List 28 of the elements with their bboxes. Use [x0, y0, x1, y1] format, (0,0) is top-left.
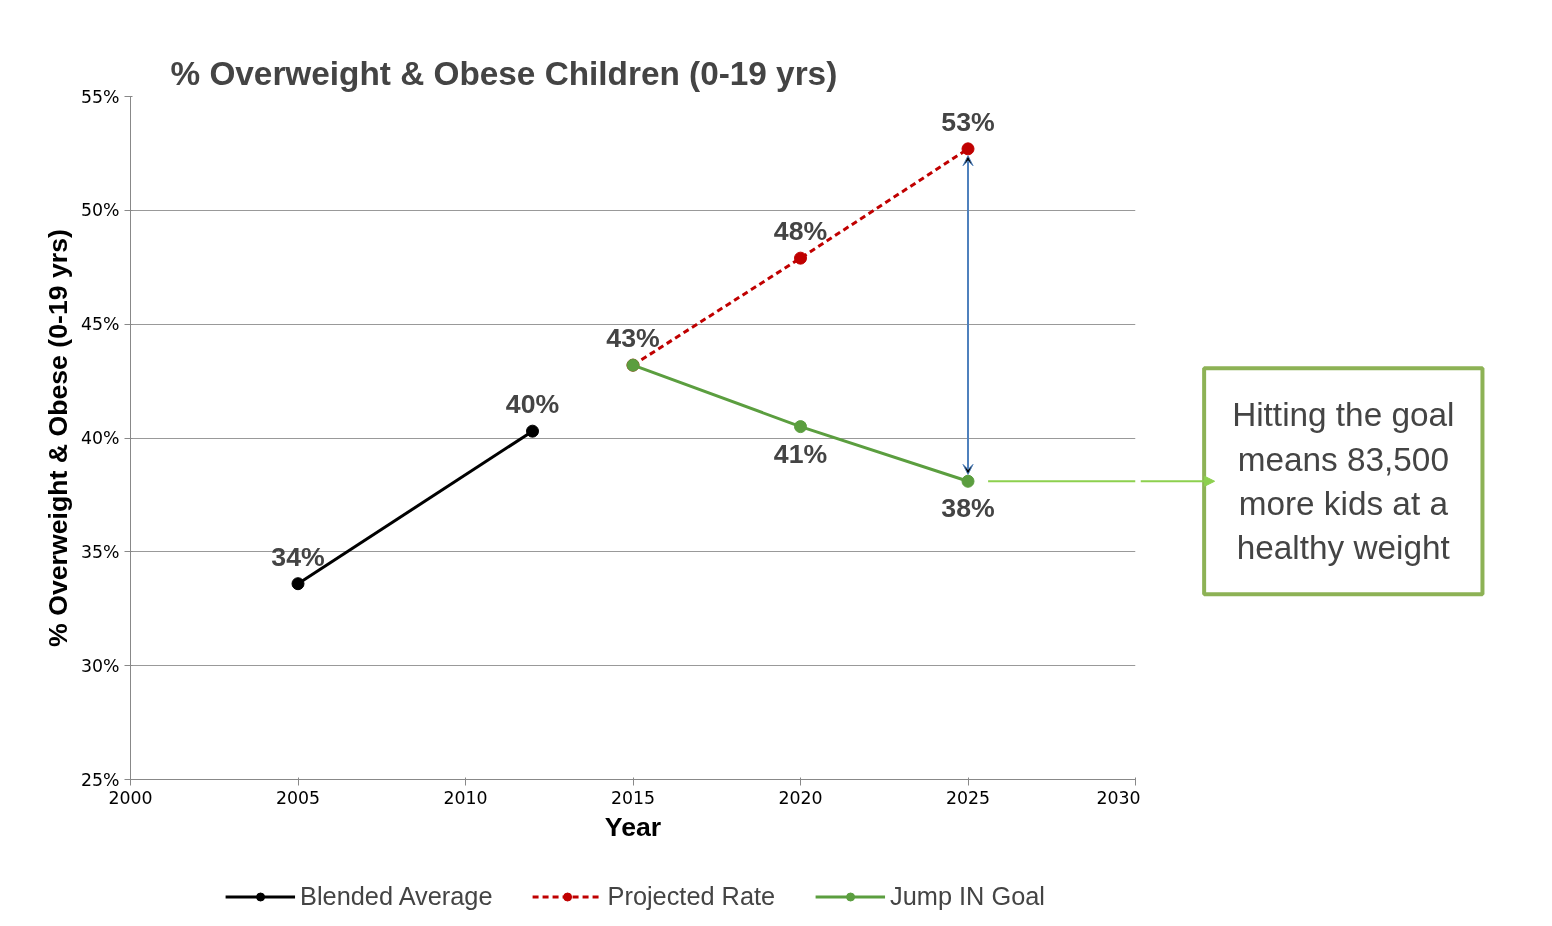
x-tick-label: 2010	[443, 787, 488, 808]
data-label: 48%	[773, 216, 828, 247]
legend-label: Blended Average	[300, 881, 493, 911]
y-tick-label: 35%	[80, 541, 120, 562]
data-label: 43%	[606, 323, 660, 354]
x-tick-label: 2000	[108, 787, 153, 808]
text: Hitting the goal means 83,500 more kids at a healthy weight	[1232, 396, 1455, 567]
y-tick-label: 45%	[80, 314, 120, 335]
data-label: 53%	[941, 106, 995, 137]
x-tick-label: 2005	[275, 787, 321, 808]
data-label: 41%	[773, 438, 828, 469]
y-tick-label: 50%	[80, 200, 120, 221]
x-tick-label: 2025	[945, 787, 991, 808]
x-tick-label: 2020	[778, 787, 823, 808]
y-tick-label: 40%	[80, 428, 120, 448]
x-tick-label: 2030	[1096, 787, 1141, 808]
data-label: 34%	[271, 541, 325, 572]
data-label: 40%	[505, 389, 560, 420]
legend-label: Projected Rate	[607, 881, 776, 911]
y-tick-label: 55%	[80, 86, 120, 107]
x-tick-label: 2015	[610, 787, 656, 808]
y-axis-title: % Overweight & Obese (0-19 yrs)	[42, 229, 73, 647]
y-tick-label: 25%	[80, 769, 120, 790]
x-axis-title: Year	[604, 811, 662, 842]
data-label: 38%	[941, 493, 995, 524]
legend-label: Jump IN Goal	[890, 881, 1045, 911]
chart-title: % Overweight & Obese Children (0-19 yrs)	[170, 54, 838, 92]
y-tick-label: 30%	[80, 655, 120, 676]
